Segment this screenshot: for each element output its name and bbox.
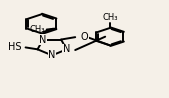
Text: N: N bbox=[48, 50, 56, 60]
Text: CH₃: CH₃ bbox=[102, 13, 118, 22]
Text: CH₃: CH₃ bbox=[29, 25, 45, 34]
Text: N: N bbox=[63, 44, 70, 54]
Text: O: O bbox=[81, 32, 88, 42]
Text: HS: HS bbox=[8, 42, 22, 52]
Text: N: N bbox=[39, 34, 47, 44]
